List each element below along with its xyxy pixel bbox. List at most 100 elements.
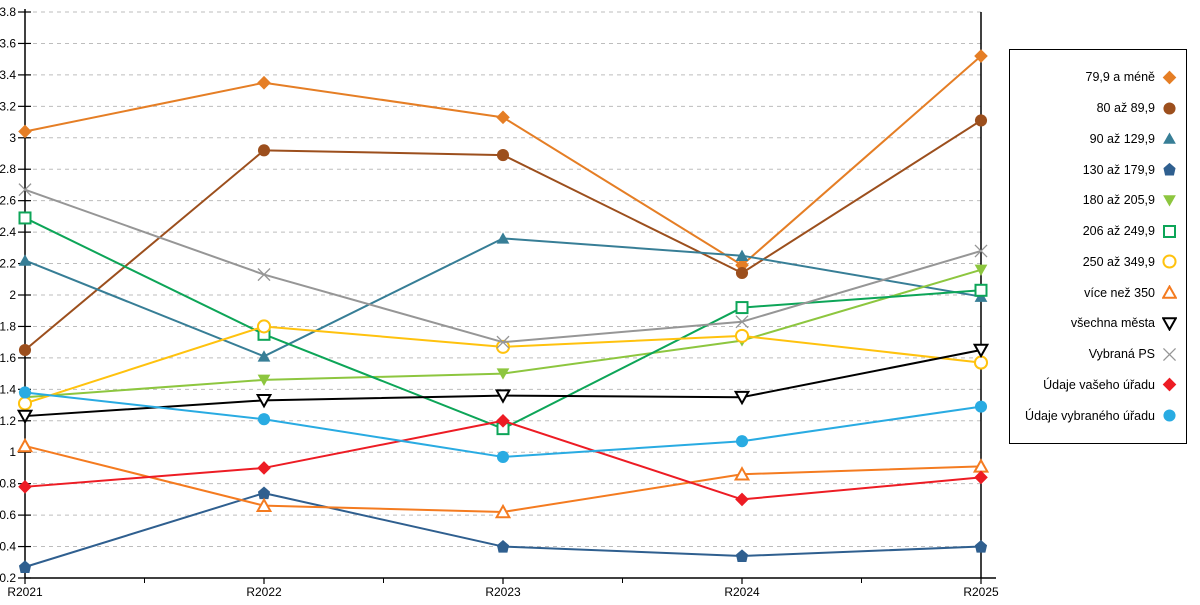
series-7 [17, 319, 989, 411]
x-tick-label: R2021 [7, 585, 43, 599]
data-point [733, 390, 751, 406]
legend-marker-icon [1163, 162, 1176, 176]
legend-marker-icon [1163, 101, 1176, 115]
y-tick-label: 2.8 [0, 162, 16, 176]
data-point [734, 328, 750, 343]
circle-marker [1162, 254, 1177, 269]
data-point [735, 549, 749, 563]
data-point [256, 319, 272, 334]
y-tick-label: 3 [9, 131, 16, 145]
series-8 [16, 437, 990, 519]
data-point [18, 386, 32, 399]
data-point [735, 301, 749, 315]
data-point [496, 110, 510, 125]
data-point [494, 503, 512, 519]
data-point [974, 283, 988, 297]
legend-marker-icon [1162, 285, 1177, 299]
x-tick-label: R2024 [724, 585, 760, 599]
legend-item-label: Údaje vašeho úřadu [1043, 377, 1155, 392]
series-3 [18, 232, 988, 362]
y-tick-label: 1 [9, 445, 16, 459]
legend-item: 90 až 129,9 [1016, 131, 1177, 146]
legend-marker-icon [1162, 317, 1177, 331]
legend-item: všechna města [1016, 316, 1177, 331]
triangle-up-marker [1162, 285, 1177, 299]
legend-item-label: 90 až 129,9 [1089, 131, 1155, 146]
legend-marker-icon [1162, 347, 1177, 361]
data-point [735, 258, 749, 272]
series-6 [18, 211, 988, 436]
data-point [18, 254, 32, 266]
data-point [257, 486, 271, 500]
legend-marker-icon [1163, 195, 1176, 207]
legend-item-label: 80 až 89,9 [1096, 101, 1155, 116]
data-point [16, 437, 34, 453]
triangle-down-marker [1163, 195, 1176, 207]
x-tick-label: R2022 [246, 585, 282, 599]
data-point [257, 461, 271, 475]
data-point [496, 450, 510, 463]
legend-item-label: 130 až 179,9 [1082, 162, 1155, 177]
y-tick-label: 0.2 [0, 571, 16, 585]
chart-legend: 79,9 a méně 80 až 89,9 90 až 129,9 130 až 1… [1009, 49, 1187, 444]
legend-item: Vybraná PS [1016, 347, 1177, 362]
data-point [257, 144, 271, 157]
legend-item-label: 250 až 349,9 [1082, 254, 1155, 269]
series-line [24, 349, 982, 418]
y-tick-label: 0.6 [0, 508, 16, 522]
y-tick-label: 2.2 [0, 257, 16, 271]
legend-item-label: všechna města [1070, 316, 1155, 331]
legend-item-label: 206 až 249,9 [1082, 224, 1155, 239]
y-tick-label: 2 [9, 288, 16, 302]
circle-marker [1163, 409, 1176, 422]
x-tick-label: R2025 [963, 585, 999, 599]
data-point [257, 350, 271, 362]
legend-item: 80 až 89,9 [1016, 101, 1177, 116]
data-point [18, 124, 32, 139]
data-point [496, 539, 510, 553]
data-point [496, 232, 510, 244]
x-tick-label: R2023 [485, 585, 521, 599]
data-point [735, 266, 749, 280]
y-tick-label: 0.8 [0, 477, 16, 491]
legend-item: 206 až 249,9 [1016, 224, 1177, 239]
y-tick-label: 3.6 [0, 36, 16, 50]
y-tick-label: 1.2 [0, 414, 16, 428]
series-line [24, 237, 982, 358]
y-tick-label: 3.2 [0, 99, 16, 113]
data-point [18, 343, 32, 357]
data-point [496, 413, 510, 428]
data-point [735, 435, 749, 448]
data-point [974, 264, 988, 276]
data-point [494, 389, 512, 404]
series-9 [16, 343, 990, 425]
triangle-down-marker [1162, 317, 1177, 331]
data-point [257, 268, 271, 282]
series-4 [18, 486, 988, 574]
data-point [735, 249, 749, 261]
gridlines [25, 11, 981, 548]
diamond-marker [1162, 378, 1177, 392]
legend-item-label: Údaje vybraného úřadu [1025, 408, 1155, 423]
legend-item: 130 až 179,9 [1016, 162, 1177, 177]
legend-item: Údaje vybraného úřadu [1016, 408, 1177, 423]
series-2 [18, 114, 988, 357]
data-point [255, 394, 273, 409]
axes [24, 9, 996, 579]
data-point [18, 560, 32, 574]
y-tick-label: 2.4 [0, 225, 16, 239]
data-point [735, 315, 749, 329]
data-point [257, 374, 271, 386]
x-marker [1162, 347, 1177, 361]
legend-item-label: Vybraná PS [1088, 347, 1155, 362]
legend-item-label: 180 až 205,9 [1082, 193, 1155, 208]
data-point [496, 335, 510, 349]
data-point [18, 211, 32, 225]
series-10 [18, 183, 988, 349]
data-point [973, 355, 989, 370]
legend-item: Údaje vašeho úřadu [1016, 377, 1177, 392]
legend-marker-icon [1163, 409, 1176, 422]
data-point [733, 466, 751, 481]
